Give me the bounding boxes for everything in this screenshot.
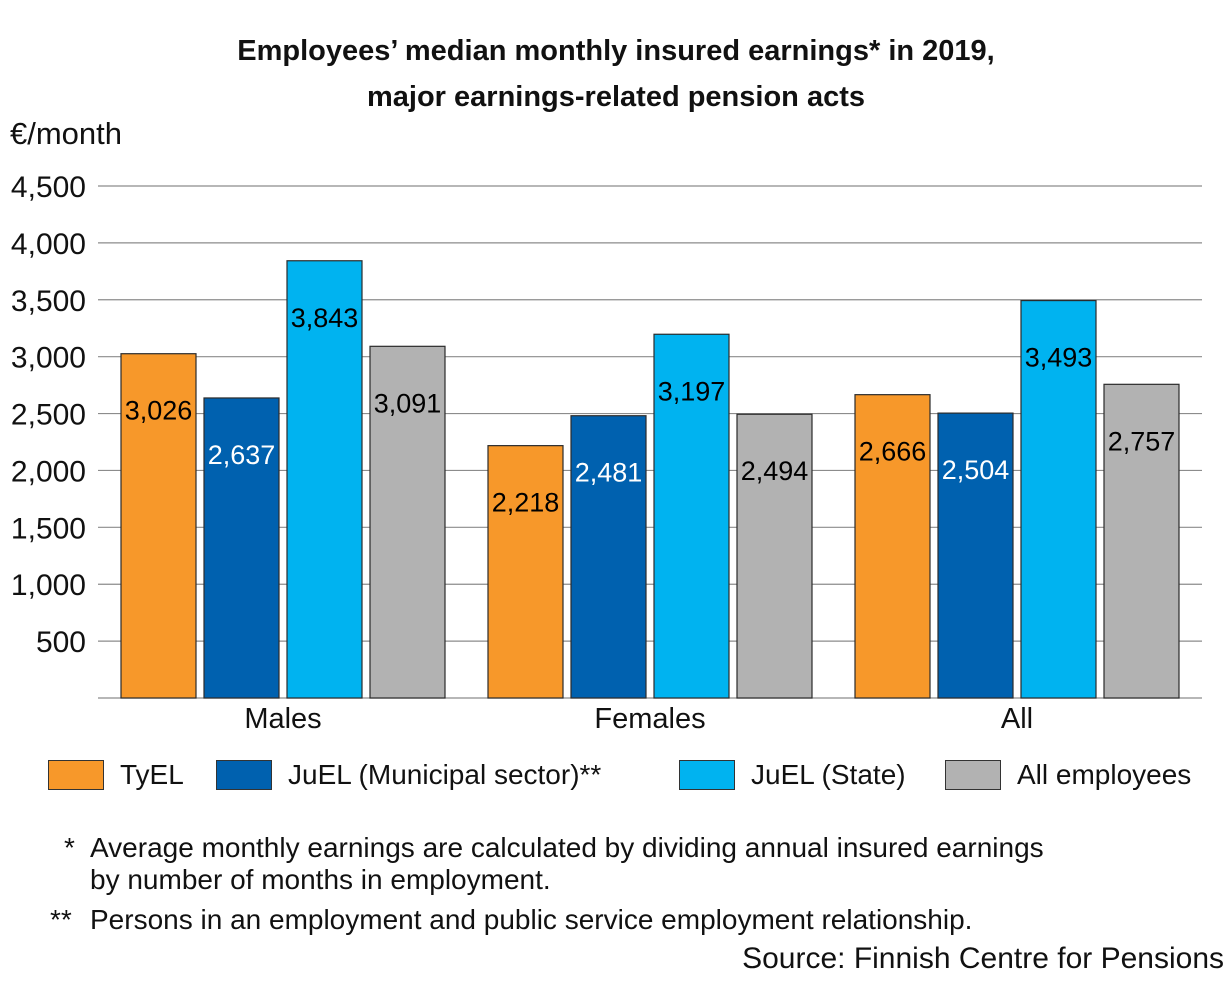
data-label: 2,494 (741, 456, 809, 486)
chart-title: Employees’ median monthly insured earnin… (0, 28, 1232, 120)
legend-label: JuEL (State) (751, 759, 906, 790)
legend-swatch (216, 760, 272, 790)
data-label: 2,637 (208, 440, 276, 470)
y-tick-label: 3,000 (11, 342, 86, 375)
x-tick-label: All (1001, 703, 1033, 735)
bar-chart: 500 1,000 1,500 2,000 2,500 3,000 3,500 4,000 4,… (11, 171, 1202, 735)
bar (1020, 299, 1097, 699)
legend-item: JuEL (State) (679, 752, 906, 798)
bar (937, 412, 1014, 699)
legend-item: TyEL (48, 752, 184, 798)
chart-title-line-1: Employees’ median monthly insured earnin… (237, 35, 995, 67)
footnote-1-line-2: by number of months in employment. (90, 864, 551, 895)
legend-item: All employees (945, 752, 1191, 798)
legend-item: JuEL (Municipal sector)** (216, 752, 601, 798)
y-tick-label: 2,000 (11, 455, 86, 488)
data-label: 2,504 (942, 455, 1010, 485)
data-label: 2,481 (575, 458, 643, 488)
y-tick-label: 500 (36, 626, 86, 659)
footnote-2-marker: ** (50, 904, 72, 935)
y-tick-label: 2,500 (11, 399, 86, 432)
bar (653, 333, 730, 699)
y-tick-label: 3,500 (11, 285, 86, 318)
bar (1103, 383, 1180, 699)
bar (203, 397, 280, 699)
legend-swatch (679, 760, 735, 790)
data-label: 2,757 (1108, 426, 1176, 456)
data-label: 3,843 (291, 303, 359, 333)
legend-label: JuEL (Municipal sector)** (288, 759, 602, 790)
bar (286, 260, 363, 699)
bar (854, 394, 931, 699)
footnote-1-line-1: Average monthly earnings are calculated … (90, 832, 1044, 863)
source-note: Source: Finnish Centre for Pensions (742, 942, 1224, 975)
bar (120, 353, 197, 699)
x-tick-label: Females (594, 703, 705, 735)
data-label: 3,091 (374, 388, 442, 418)
y-tick-label: 4,500 (11, 171, 86, 204)
y-axis-unit-label: €/month (10, 116, 123, 151)
footnote-2-line-1: Persons in an employment and public serv… (90, 904, 973, 935)
data-label: 3,197 (658, 376, 726, 406)
bar (570, 415, 647, 699)
legend-label: All employees (1017, 759, 1192, 790)
chart-title-line-2: major earnings-related pension acts (367, 81, 865, 113)
y-tick-label: 1,000 (11, 569, 86, 602)
legend-swatch (48, 760, 104, 790)
bar (369, 345, 446, 699)
bar (487, 445, 564, 699)
data-label: 3,493 (1025, 343, 1093, 373)
data-label: 2,218 (492, 488, 560, 518)
y-tick-label: 4,000 (11, 228, 86, 261)
data-label: 3,026 (125, 396, 193, 426)
legend-label: TyEL (120, 759, 184, 790)
chart-legend: TyEL JuEL (Municipal sector)** JuEL (State… (48, 752, 1228, 798)
footnote-1-marker: * (64, 832, 75, 863)
y-tick-label: 1,500 (11, 512, 86, 545)
bar (736, 413, 813, 699)
legend-swatch (945, 760, 1001, 790)
data-label: 2,666 (859, 437, 927, 467)
x-tick-label: Males (244, 703, 321, 735)
